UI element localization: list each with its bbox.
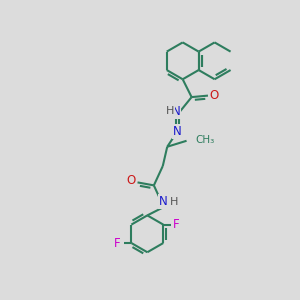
Text: O: O [126, 174, 136, 188]
Text: H: H [165, 106, 174, 116]
Text: H: H [169, 197, 178, 207]
Text: F: F [173, 218, 180, 231]
Text: CH₃: CH₃ [195, 135, 214, 145]
Text: N: N [172, 105, 181, 118]
Text: N: N [159, 195, 168, 208]
Text: F: F [114, 236, 121, 250]
Text: N: N [173, 125, 182, 138]
Text: O: O [210, 89, 219, 102]
